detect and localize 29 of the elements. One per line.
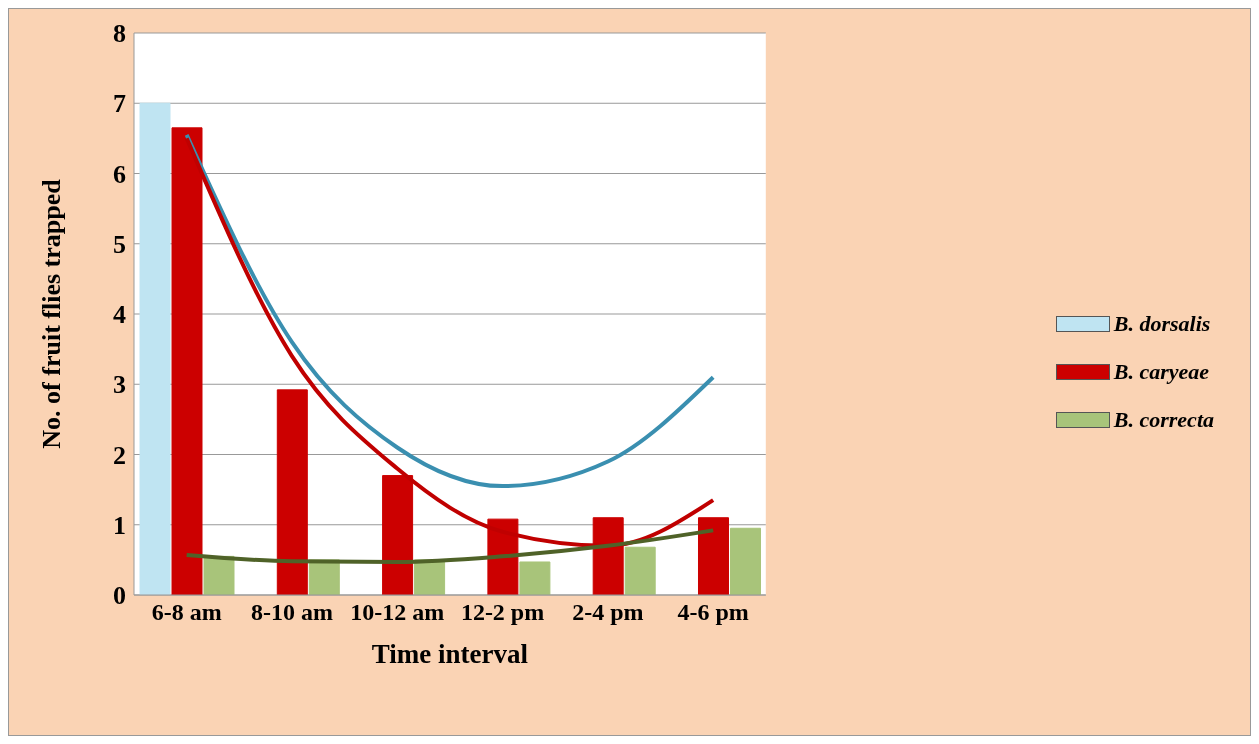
y-tick-label: 3 [113, 370, 126, 400]
y-tick-label: 6 [113, 159, 126, 189]
x-tick-label: 8-10 am [250, 599, 333, 626]
y-tick-label: 7 [113, 89, 126, 119]
x-tick-label: 6-8 am [151, 599, 222, 626]
x-tick-label: 2-4 pm [572, 599, 644, 626]
bar [276, 389, 308, 595]
y-tick-label: 0 [113, 581, 126, 611]
legend-label: B. dorsalis [1113, 311, 1211, 337]
x-tick-label: 10-12 am [350, 599, 445, 626]
legend-label: B. caryeae [1113, 359, 1210, 385]
y-tick-label: 2 [113, 440, 126, 470]
bar [624, 546, 656, 595]
y-tick-label: 4 [113, 300, 126, 330]
bar [698, 517, 729, 595]
x-tick-label: 4-6 pm [677, 599, 749, 626]
legend-label: B. correcta [1113, 407, 1214, 433]
bar [139, 102, 171, 595]
y-tick-label: 5 [113, 229, 126, 259]
x-axis-title: Time interval [371, 639, 529, 669]
x-tick-label: 12-2 pm [460, 599, 545, 626]
y-axis-title: No. of fruit flies trapped [37, 178, 67, 449]
line-series [184, 528, 716, 564]
y-tick-label: 8 [113, 19, 126, 49]
bar [519, 561, 551, 595]
bar [730, 527, 761, 595]
line-series [184, 132, 716, 489]
y-tick-label: 1 [113, 510, 126, 540]
bar [203, 555, 235, 595]
